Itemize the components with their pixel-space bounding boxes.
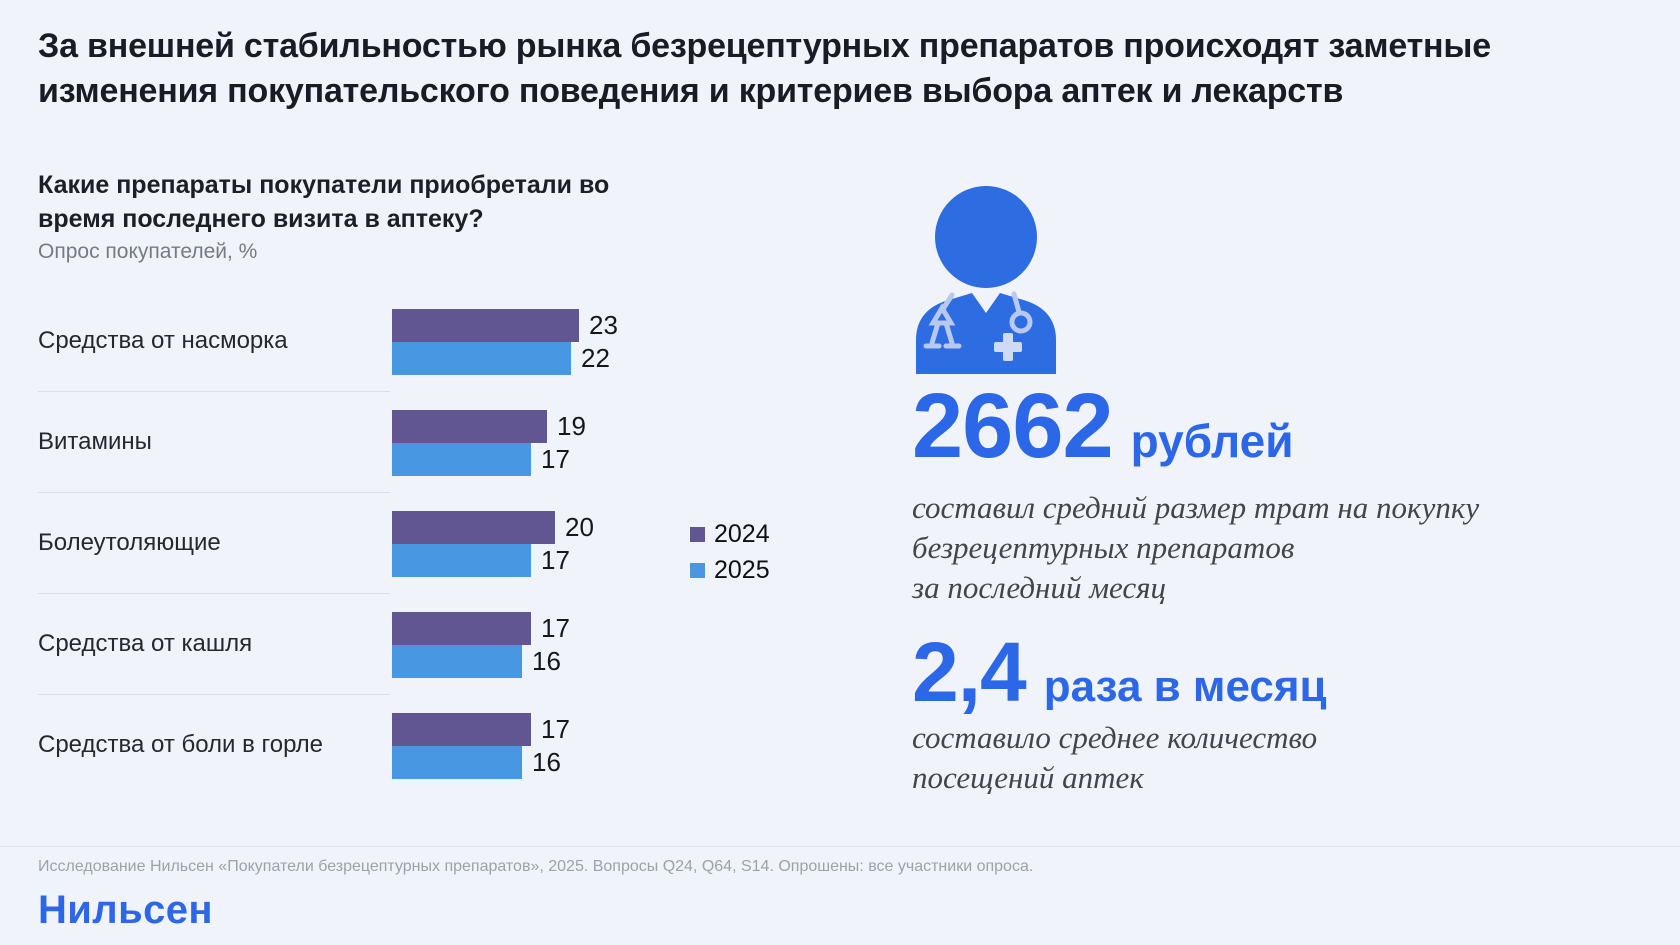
doctor-icon — [916, 186, 1056, 374]
bar-2025 — [392, 442, 531, 476]
stat-visits: 2,4 раза в месяц — [912, 630, 1327, 714]
stat-avg-spend: 2662 рублей — [912, 380, 1294, 472]
bar-2025 — [392, 745, 522, 779]
bar-2024 — [392, 712, 531, 746]
legend-label-2025: 2025 — [714, 556, 770, 584]
bar-2024 — [392, 409, 547, 443]
bar-value: 20 — [565, 511, 594, 542]
stat-avg-spend-value: 2662 — [912, 375, 1114, 477]
legend-item-2025: 2025 — [690, 556, 770, 585]
stat-desc-line: за последний месяц — [912, 570, 1166, 605]
legend-label-2024: 2024 — [714, 520, 770, 548]
chart-subtitle: Опрос покупателей, % — [38, 240, 258, 263]
bar-value: 16 — [532, 746, 561, 777]
nielsen-logo: Нильсен — [38, 888, 213, 932]
category-label: Витамины — [38, 428, 152, 456]
stat-avg-spend-unit: рублей — [1130, 415, 1294, 467]
page-title: За внешней стабильностью рынка безрецепт… — [38, 27, 1491, 110]
footer-divider — [0, 846, 1680, 847]
bar-value: 17 — [541, 713, 570, 744]
stat-desc-line: составил средний размер трат на покупку — [912, 490, 1480, 525]
stat-desc-line: посещений аптек — [912, 760, 1144, 795]
category-label: Средства от кашля — [38, 630, 253, 658]
chart-row: Болеутоляющие 20 17 — [38, 493, 698, 594]
bar-2025 — [392, 341, 571, 375]
chart-legend: 2024 2025 — [690, 520, 770, 585]
legend-item-2024: 2024 — [690, 520, 770, 549]
chart-row: Средства от боли в горле 17 16 — [38, 695, 698, 796]
stat-desc-line: составило среднее количество — [912, 720, 1318, 755]
bar-2024 — [392, 611, 531, 645]
stat-visits-description: составило среднее количество посещений а… — [912, 718, 1552, 798]
stat-visits-unit: раза в месяц — [1043, 662, 1327, 711]
bar-value: 17 — [541, 544, 570, 575]
category-label: Средства от боли в горле — [38, 731, 323, 759]
bar-2025 — [392, 644, 522, 678]
category-label: Болеутоляющие — [38, 529, 221, 557]
bar-2024 — [392, 308, 579, 342]
stat-avg-spend-description: составил средний размер трат на покупку … — [912, 488, 1552, 608]
bar-value: 23 — [589, 309, 618, 340]
bar-value: 19 — [557, 410, 586, 441]
legend-swatch-2024 — [690, 527, 705, 542]
stat-visits-value: 2,4 — [912, 625, 1027, 719]
category-label: Средства от насморка — [38, 327, 288, 355]
chart-row: Средства от насморка 23 22 — [38, 291, 698, 392]
footer-source: Исследование Нильсен «Покупатели безреце… — [38, 858, 1034, 875]
stethoscope-icon — [923, 291, 1033, 349]
bar-2024 — [392, 510, 555, 544]
legend-swatch-2025 — [690, 563, 705, 578]
bar-2025 — [392, 543, 531, 577]
bar-value: 17 — [541, 443, 570, 474]
right-column: 2662 рублей составил средний размер трат… — [912, 182, 1612, 802]
bar-chart: Средства от насморка 23 22 Витамины 19 17 Боле… — [38, 291, 698, 796]
bar-value: 16 — [532, 645, 561, 676]
chart-row: Витамины 19 17 — [38, 392, 698, 493]
stat-desc-line: безрецептурных препаратов — [912, 530, 1295, 565]
medical-cross-icon — [994, 333, 1022, 361]
chart-question: Какие препараты покупатели приобретали в… — [38, 171, 610, 233]
bar-value: 22 — [581, 342, 610, 373]
bar-value: 17 — [541, 612, 570, 643]
chart-row: Средства от кашля 17 16 — [38, 594, 698, 695]
